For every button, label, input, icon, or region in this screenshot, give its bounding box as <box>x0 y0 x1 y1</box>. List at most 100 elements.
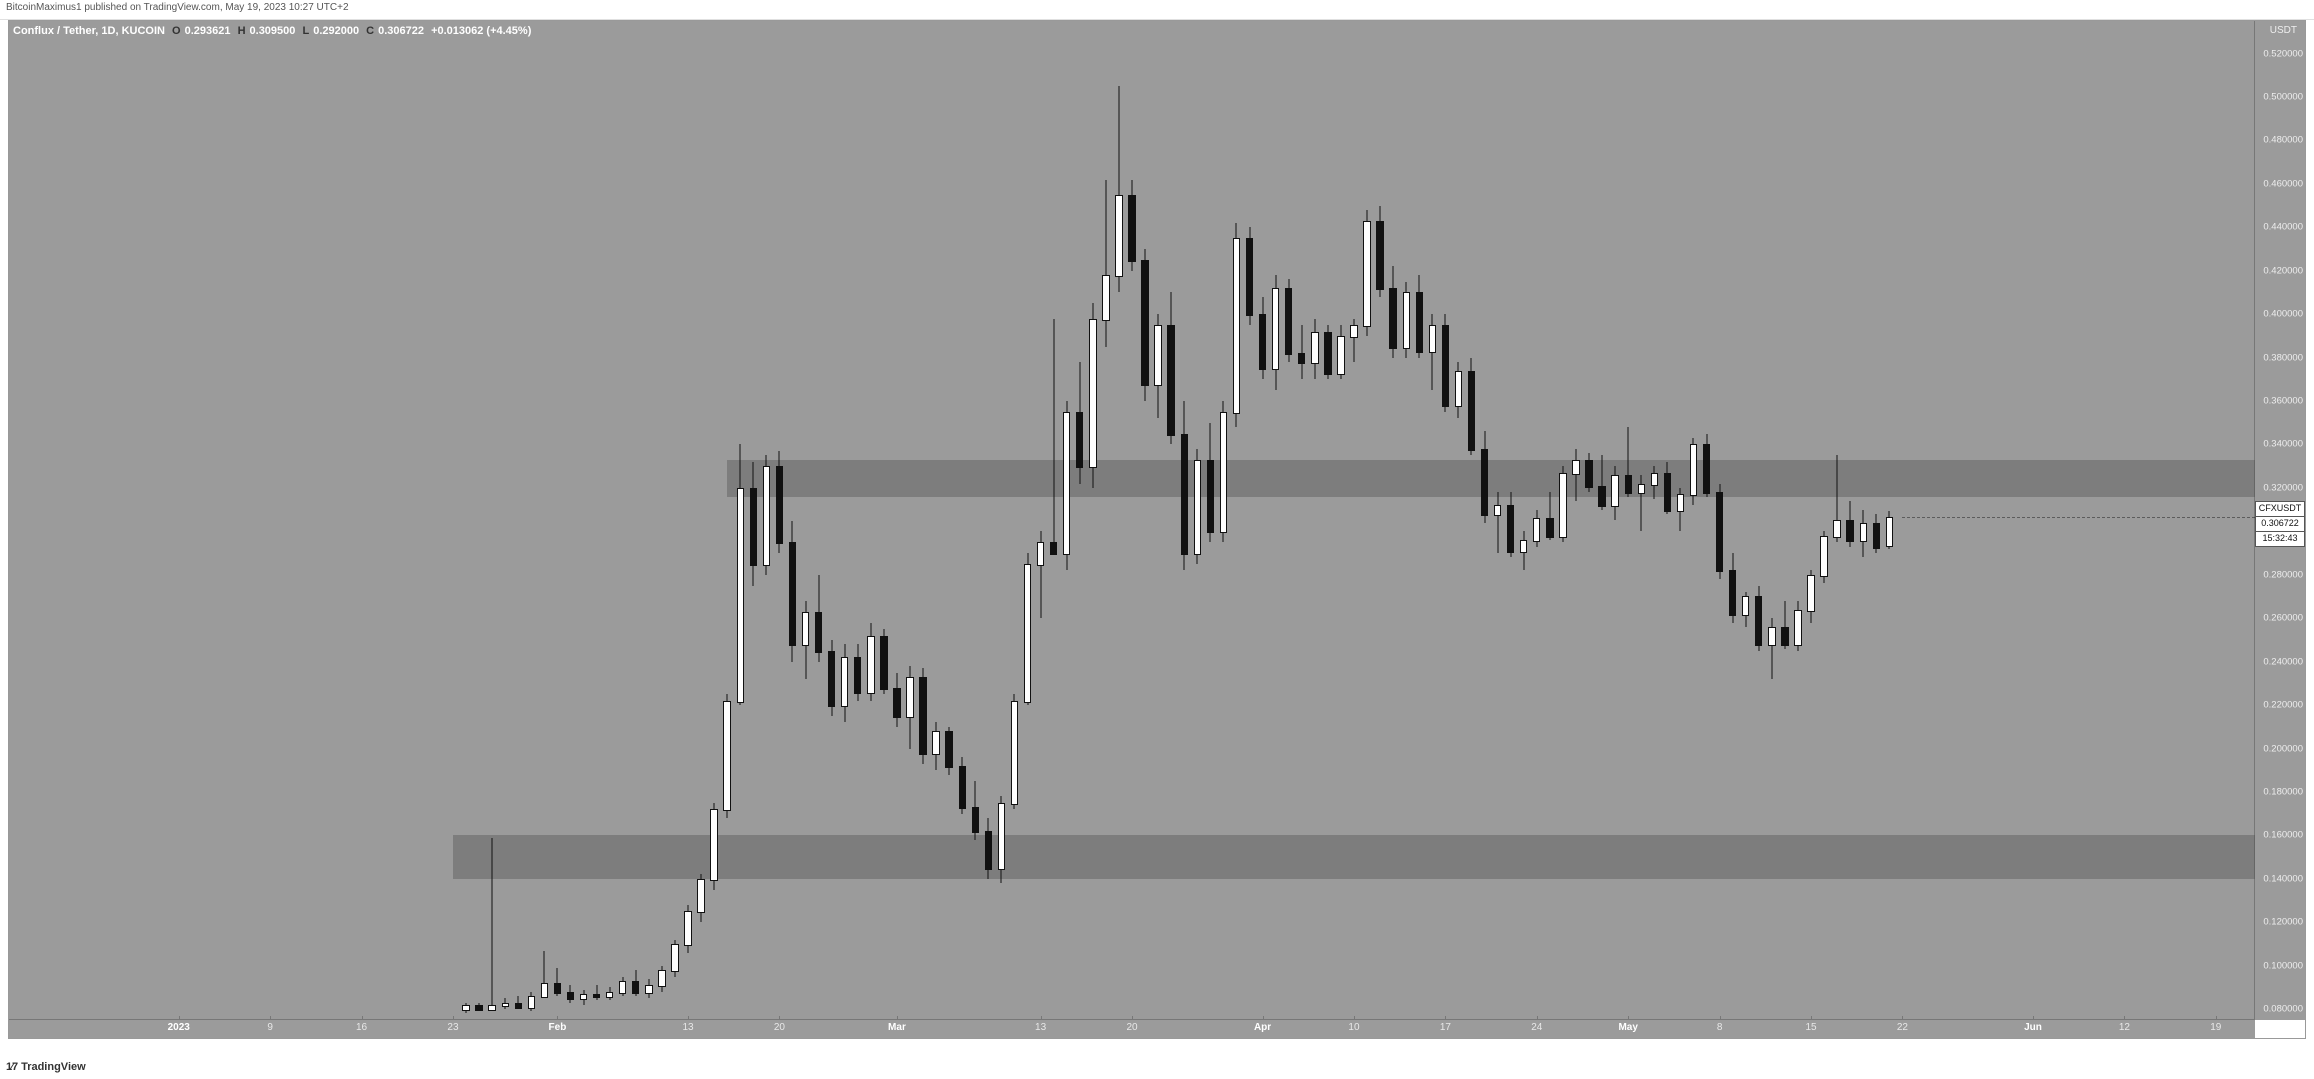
candle[interactable] <box>1584 453 1593 492</box>
candle[interactable] <box>736 444 745 705</box>
candle[interactable] <box>657 966 666 992</box>
candle[interactable] <box>1101 180 1110 347</box>
candle[interactable] <box>1506 492 1515 557</box>
candle[interactable] <box>1610 466 1619 520</box>
candle[interactable] <box>1754 586 1763 651</box>
candle[interactable] <box>1624 427 1633 496</box>
candle[interactable] <box>1819 531 1828 583</box>
candle[interactable] <box>566 985 575 1002</box>
candle[interactable] <box>931 722 940 770</box>
candle[interactable] <box>618 977 627 997</box>
candle[interactable] <box>1271 275 1280 390</box>
candle[interactable] <box>461 1003 470 1014</box>
candle[interactable] <box>1872 514 1881 553</box>
candle[interactable] <box>1010 694 1019 809</box>
candle[interactable] <box>1767 618 1776 679</box>
candle[interactable] <box>709 803 718 890</box>
candle[interactable] <box>1480 431 1489 522</box>
candle[interactable] <box>1715 484 1724 580</box>
candle[interactable] <box>540 951 549 999</box>
candle[interactable] <box>775 451 784 553</box>
candle[interactable] <box>1558 466 1567 542</box>
candle[interactable] <box>997 796 1006 883</box>
candle[interactable] <box>1193 449 1202 564</box>
candle[interactable] <box>1793 601 1802 651</box>
candle[interactable] <box>1088 303 1097 488</box>
candle[interactable] <box>1663 462 1672 514</box>
candle[interactable] <box>1297 325 1306 379</box>
candle[interactable] <box>683 905 692 953</box>
candle[interactable] <box>892 673 901 727</box>
candle[interactable] <box>1689 438 1698 505</box>
candle[interactable] <box>944 727 953 775</box>
candle[interactable] <box>1845 501 1854 547</box>
candle[interactable] <box>1650 466 1659 499</box>
candle[interactable] <box>1493 492 1502 553</box>
candle[interactable] <box>605 987 614 1000</box>
candle[interactable] <box>958 757 967 813</box>
candle[interactable] <box>1349 319 1358 362</box>
candle[interactable] <box>814 575 823 662</box>
candle[interactable] <box>1206 423 1215 542</box>
candle[interactable] <box>1245 227 1254 325</box>
candle[interactable] <box>1402 282 1411 358</box>
candle[interactable] <box>1049 319 1058 554</box>
candle[interactable] <box>631 970 640 996</box>
candle[interactable] <box>1388 266 1397 357</box>
candle[interactable] <box>1519 531 1528 570</box>
candle[interactable] <box>1545 492 1554 540</box>
candle[interactable] <box>1637 475 1646 531</box>
candle[interactable] <box>1441 314 1450 412</box>
candle[interactable] <box>722 694 731 818</box>
candle[interactable] <box>905 666 914 749</box>
candle[interactable] <box>592 985 601 1000</box>
candle[interactable] <box>1415 275 1424 358</box>
candle[interactable] <box>749 462 758 586</box>
chart-plot-area[interactable] <box>9 21 2255 1020</box>
x-axis[interactable]: 202391623Feb1320Mar1320Apr101724May81522… <box>9 1019 2255 1038</box>
candle[interactable] <box>1806 570 1815 622</box>
candle[interactable] <box>1166 292 1175 444</box>
candle[interactable] <box>801 601 810 679</box>
candle[interactable] <box>1832 455 1841 542</box>
candle[interactable] <box>1532 510 1541 547</box>
candle[interactable] <box>1232 223 1241 427</box>
candle[interactable] <box>1180 401 1189 570</box>
candle[interactable] <box>1140 249 1149 401</box>
candle[interactable] <box>670 940 679 977</box>
candle[interactable] <box>1428 314 1437 390</box>
candle[interactable] <box>1467 358 1476 456</box>
candle[interactable] <box>1075 362 1084 484</box>
candle[interactable] <box>1127 180 1136 271</box>
candle[interactable] <box>1676 488 1685 531</box>
candle[interactable] <box>1375 206 1384 297</box>
candle[interactable] <box>1114 86 1123 292</box>
candle[interactable] <box>762 455 771 574</box>
candle[interactable] <box>1310 319 1319 380</box>
candle[interactable] <box>1859 510 1868 558</box>
candle[interactable] <box>1728 553 1737 622</box>
candle[interactable] <box>840 644 849 722</box>
candle[interactable] <box>644 979 653 999</box>
candle[interactable] <box>1885 511 1894 549</box>
candle[interactable] <box>1741 592 1750 627</box>
candle[interactable] <box>1323 325 1332 379</box>
candle[interactable] <box>971 781 980 840</box>
candle[interactable] <box>1284 279 1293 362</box>
candle[interactable] <box>866 623 875 701</box>
candle[interactable] <box>1336 325 1345 379</box>
candle[interactable] <box>501 998 510 1009</box>
candle[interactable] <box>579 990 588 1005</box>
candle[interactable] <box>1153 314 1162 418</box>
candle[interactable] <box>527 992 536 1012</box>
candle[interactable] <box>696 874 705 922</box>
candle[interactable] <box>1571 449 1580 501</box>
candle[interactable] <box>984 818 993 879</box>
candle[interactable] <box>1258 297 1267 380</box>
candle[interactable] <box>1454 362 1463 418</box>
candle[interactable] <box>514 996 523 1009</box>
candle[interactable] <box>1062 401 1071 570</box>
candle[interactable] <box>487 838 496 1012</box>
candle[interactable] <box>1219 401 1228 542</box>
candle[interactable] <box>1362 210 1371 336</box>
